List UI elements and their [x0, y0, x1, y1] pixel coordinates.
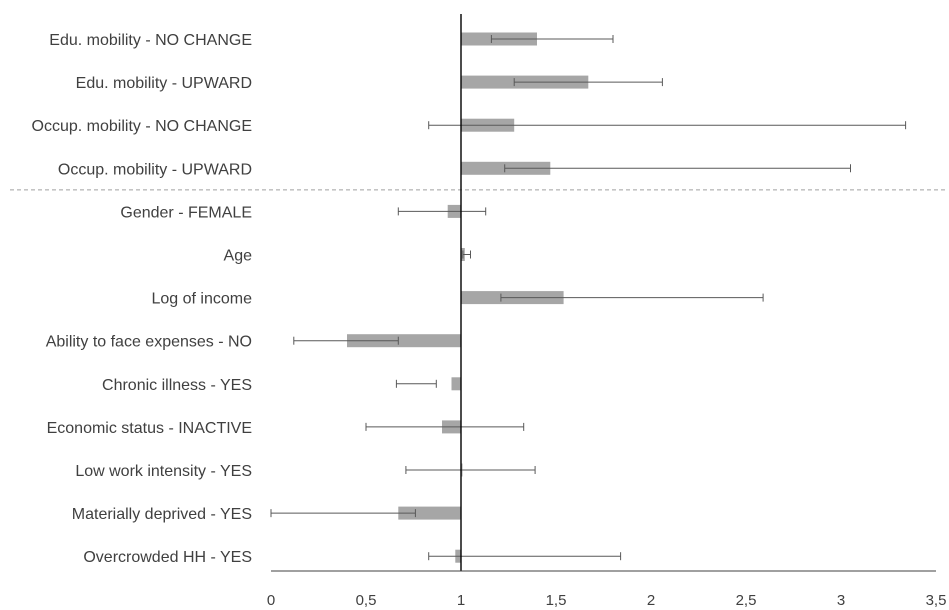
category-label: Occup. mobility - UPWARD — [58, 161, 252, 178]
category-label: Gender - FEMALE — [120, 204, 252, 221]
category-label: Edu. mobility - NO CHANGE — [49, 32, 252, 49]
category-label: Overcrowded HH - YES — [83, 549, 252, 566]
x-tick-label: 3,5 — [926, 592, 947, 609]
x-tick-label: 0 — [267, 592, 275, 609]
x-tick-label: 0,5 — [356, 592, 377, 609]
category-label: Occup. mobility - NO CHANGE — [32, 118, 252, 135]
x-tick-label: 1,5 — [546, 592, 567, 609]
category-label: Low work intensity - YES — [75, 463, 252, 480]
category-label: Age — [224, 248, 253, 265]
category-label: Ability to face expenses - NO — [46, 334, 252, 351]
category-label: Chronic illness - YES — [102, 377, 252, 394]
category-label: Log of income — [151, 291, 252, 308]
x-tick-label: 2,5 — [736, 592, 757, 609]
bar — [451, 377, 461, 391]
bar — [347, 334, 461, 348]
x-tick-label: 2 — [647, 592, 655, 609]
category-label: Economic status - INACTIVE — [47, 420, 252, 437]
x-tick-label: 1 — [457, 592, 465, 609]
category-label: Edu. mobility - UPWARD — [76, 75, 252, 92]
category-label: Materially deprived - YES — [72, 506, 252, 523]
x-tick-label: 3 — [837, 592, 845, 609]
bar — [398, 506, 461, 520]
